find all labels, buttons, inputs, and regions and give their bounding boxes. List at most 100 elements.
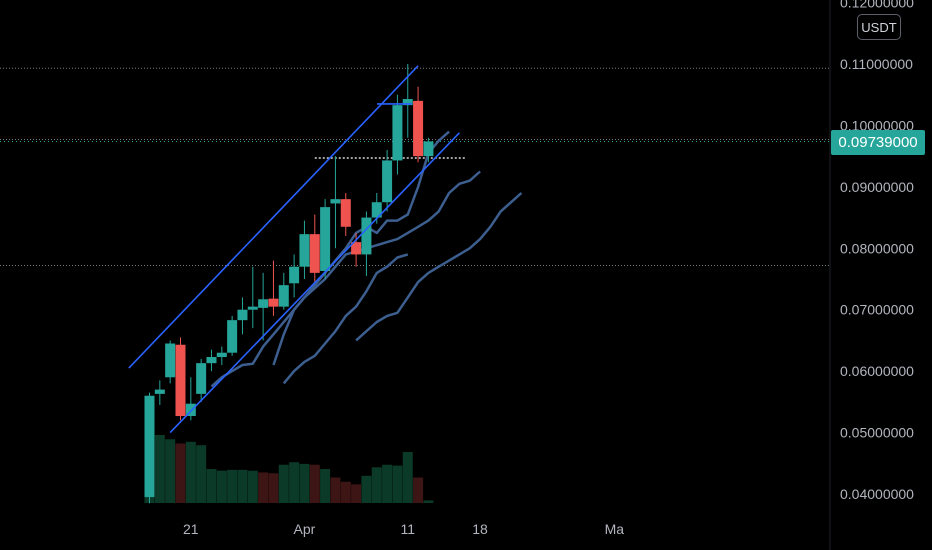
candle-body (299, 234, 310, 267)
volume-bar (320, 469, 331, 503)
candle[interactable] (340, 193, 351, 236)
candle[interactable] (237, 297, 248, 335)
candle-body (268, 298, 279, 307)
volume-bar (361, 475, 372, 503)
candle[interactable] (165, 340, 176, 384)
candle-body (237, 309, 248, 321)
volume-bar (175, 443, 186, 503)
candle[interactable] (278, 272, 289, 310)
candle-body (278, 285, 289, 307)
candle-body (371, 202, 382, 218)
volume-bar (196, 445, 207, 503)
candle[interactable] (144, 392, 155, 504)
channel-line-1 (169, 132, 460, 434)
volume-bar (402, 452, 413, 503)
volume-bar (413, 477, 424, 503)
moving-average-line-3 (355, 192, 523, 342)
volume-layer (144, 418, 434, 503)
candle[interactable] (413, 86, 424, 163)
volume-bar (351, 484, 362, 503)
candle[interactable] (392, 94, 403, 175)
price-tick-label: 0.12000000 (840, 0, 914, 11)
volume-bar (237, 469, 248, 503)
candle[interactable] (361, 211, 372, 276)
price-tick-label: 0.10000000 (840, 117, 914, 133)
candle[interactable] (206, 349, 217, 372)
price-axis[interactable]: 0.12000000 0.11000000 0.10000000 0.09000000… (840, 0, 914, 502)
volume-bar (382, 464, 393, 503)
candle[interactable] (196, 358, 207, 402)
candle-body (392, 105, 403, 161)
moving-average-line-1 (210, 170, 481, 388)
candle[interactable] (227, 315, 238, 356)
candle[interactable] (423, 137, 434, 163)
candle[interactable] (154, 380, 165, 405)
candle[interactable] (309, 214, 320, 283)
currency-badge[interactable]: USDT (857, 14, 901, 40)
volume-bar (371, 467, 382, 503)
candle[interactable] (175, 337, 186, 421)
volume-bar (278, 464, 289, 503)
time-axis[interactable]: 21 Apr 11 18 Ma (183, 521, 624, 537)
volume-bar (340, 481, 351, 503)
candle-body (330, 199, 341, 204)
candle-body (320, 207, 331, 272)
candle[interactable] (289, 254, 300, 298)
volume-bar (206, 469, 217, 503)
candle[interactable] (351, 232, 362, 267)
candle[interactable] (330, 156, 341, 249)
candle-body (216, 352, 227, 358)
candle[interactable] (320, 199, 331, 279)
candle-body (289, 266, 300, 284)
candle-body (154, 389, 165, 394)
candle-body (185, 403, 196, 416)
candle-body (413, 100, 424, 157)
candle-body (340, 199, 351, 227)
volume-bar (227, 469, 238, 503)
moving-average-layer (210, 130, 523, 388)
level-layer (0, 67, 830, 266)
volume-bar (247, 470, 258, 503)
volume-bar (165, 439, 176, 503)
candle-body (196, 363, 207, 394)
time-tick-label: Ma (605, 521, 625, 537)
current-price-tag: 0.09739000 (831, 130, 925, 155)
volume-bar (423, 500, 434, 503)
price-tick-label: 0.06000000 (840, 363, 914, 379)
volume-bar (154, 435, 165, 503)
candle-body (175, 344, 186, 416)
price-tick-label: 0.09000000 (840, 179, 914, 195)
candle[interactable] (247, 266, 258, 329)
candle[interactable] (299, 220, 310, 279)
time-tick-label: 18 (472, 521, 488, 537)
candle-body (247, 306, 258, 310)
candle-body (382, 160, 393, 203)
time-tick-label: 11 (400, 521, 415, 537)
candle-layer[interactable] (144, 64, 434, 504)
candle-body (351, 242, 362, 255)
candle-body (361, 217, 372, 255)
price-tick-label: 0.04000000 (840, 486, 914, 502)
moving-average-line-2 (282, 253, 409, 385)
channel-line-0 (128, 65, 419, 369)
candle[interactable] (258, 272, 269, 341)
volume-bar (216, 470, 227, 503)
volume-bar (258, 472, 269, 503)
volume-bar (392, 465, 403, 503)
candle-body (227, 320, 238, 353)
candle-body (402, 99, 413, 106)
volume-bar (185, 441, 196, 503)
price-tick-label: 0.08000000 (840, 240, 914, 256)
candle[interactable] (268, 260, 279, 316)
candle-body (309, 234, 320, 273)
volume-bar (268, 473, 279, 503)
candle[interactable] (216, 346, 227, 365)
candle[interactable] (402, 64, 413, 138)
candle[interactable] (185, 377, 196, 421)
price-tick-label: 0.05000000 (840, 425, 914, 441)
price-tick-label: 0.07000000 (840, 302, 914, 318)
volume-bar (289, 462, 300, 503)
candle[interactable] (382, 150, 393, 212)
candle-body (206, 357, 217, 364)
